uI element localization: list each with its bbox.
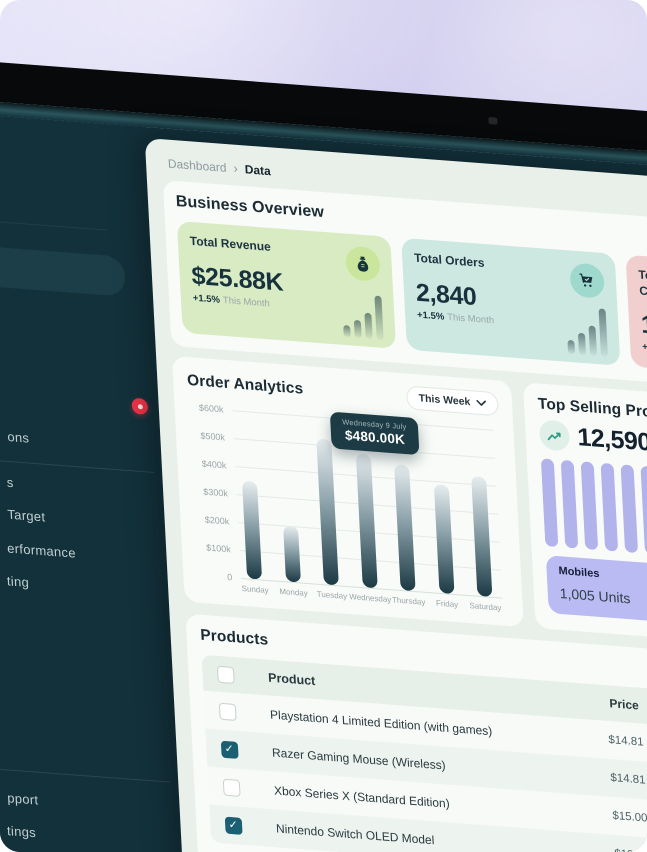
stat-delta: +1.5%This Month bbox=[642, 342, 647, 367]
notification-badge bbox=[131, 397, 149, 415]
product-price: $15.00 bbox=[612, 809, 647, 825]
product-price: $12.50 bbox=[537, 842, 647, 852]
purple-bar bbox=[600, 462, 619, 552]
sidebar-item[interactable]: s bbox=[6, 474, 14, 491]
decorative-mini-bars bbox=[566, 306, 608, 357]
y-axis-tick: $300k bbox=[203, 486, 229, 499]
chart-bar-thursday[interactable] bbox=[394, 464, 416, 592]
y-axis-tick: $500k bbox=[200, 430, 226, 443]
stat-card-total-orders: Total Orders 2,840 +1.5% This Month bbox=[401, 237, 621, 366]
product-price: $14.81 bbox=[610, 771, 646, 787]
sidebar-item[interactable]: tings bbox=[6, 823, 37, 841]
shopping-cart-icon bbox=[569, 262, 605, 299]
top-selling-stat: 12,590 +920 bbox=[538, 419, 647, 471]
products-card: Products ✓ Product Price ✓Playstation 4 … bbox=[185, 613, 647, 852]
category-units: 1,005 Units bbox=[559, 585, 631, 607]
x-axis-tick: Sunday bbox=[241, 584, 269, 596]
sidebar-item[interactable]: ons bbox=[6, 429, 30, 446]
mobiles-category-panel[interactable]: Mobiles 1,005 Units bbox=[545, 555, 647, 635]
chart-bar-saturday[interactable] bbox=[471, 475, 493, 597]
bar-chart: Wednesday 9 July $480.00K $600k $500k $400… bbox=[199, 403, 503, 613]
analytics-row: Order Analytics This Week Wednesday 9 Ju… bbox=[171, 355, 647, 653]
column-header-price: Price bbox=[609, 696, 640, 713]
row-checkbox[interactable]: ✓ bbox=[218, 702, 237, 721]
row-checkbox[interactable]: ✓ bbox=[220, 740, 239, 759]
chevron-down-icon bbox=[476, 399, 486, 406]
x-axis-tick: Tuesday bbox=[316, 589, 348, 601]
sidebar-divider bbox=[0, 456, 155, 473]
purple-bar bbox=[540, 458, 559, 548]
delta-percent: +1.5% bbox=[192, 292, 221, 306]
purple-bar bbox=[560, 459, 579, 549]
row-checkbox[interactable]: ✓ bbox=[222, 778, 241, 797]
sidebar-active-item-pill[interactable] bbox=[0, 244, 127, 297]
x-axis-tick: Wednesday bbox=[349, 592, 392, 605]
purple-bar bbox=[640, 465, 647, 555]
chart-bar-tuesday[interactable] bbox=[316, 438, 339, 586]
sidebar-item[interactable]: erformance bbox=[6, 540, 77, 561]
top-selling-card: Top Selling Products 12,590 +920 Mobiles… bbox=[522, 382, 647, 652]
select-all-checkbox[interactable]: ✓ bbox=[216, 665, 235, 684]
units-bars-graphic bbox=[540, 458, 647, 568]
purple-bar bbox=[580, 461, 599, 551]
breadcrumb-dashboard[interactable]: Dashboard bbox=[167, 156, 227, 175]
top-selling-value: 12,590 bbox=[576, 422, 647, 457]
sidebar-item[interactable]: pport bbox=[6, 790, 39, 808]
y-axis-tick: $200k bbox=[204, 514, 230, 527]
order-analytics-card: Order Analytics This Week Wednesday 9 Ju… bbox=[171, 355, 524, 628]
week-filter-label: This Week bbox=[418, 392, 471, 409]
row-checkbox[interactable]: ✓ bbox=[224, 816, 243, 835]
products-table: ✓ Product Price ✓Playstation 4 Limited E… bbox=[201, 654, 647, 852]
trending-up-icon bbox=[538, 419, 571, 452]
y-axis-tick: $600k bbox=[198, 402, 224, 415]
breadcrumb-current[interactable]: Data bbox=[244, 161, 272, 178]
y-axis-tick: 0 bbox=[226, 571, 233, 583]
y-axis-tick: $400k bbox=[201, 458, 227, 471]
delta-percent: +1.5% bbox=[416, 309, 445, 323]
x-axis-tick: Friday bbox=[435, 598, 459, 610]
sidebar-item[interactable]: ting bbox=[6, 573, 30, 590]
sidebar-divider bbox=[0, 766, 171, 783]
decorative-mini-bars bbox=[342, 293, 384, 340]
delta-note: This Month bbox=[222, 294, 271, 310]
chart-bar-monday[interactable] bbox=[282, 525, 301, 583]
stat-title: Total Revenue bbox=[189, 233, 272, 254]
business-overview-card: Business Overview Total Revenue $25.88K … bbox=[162, 180, 647, 398]
breadcrumb-separator: › bbox=[233, 160, 239, 176]
y-axis-tick: $100k bbox=[205, 542, 231, 555]
laptop-logo bbox=[488, 116, 498, 125]
product-price: $14.81 bbox=[608, 734, 644, 749]
purple-bar bbox=[620, 464, 639, 554]
week-filter-dropdown[interactable]: This Week bbox=[406, 385, 499, 417]
delta-percent: +1.5% bbox=[641, 341, 647, 355]
stat-card-row: Total Revenue $25.88K +1.5% This Month bbox=[176, 220, 647, 383]
sidebar-divider bbox=[0, 216, 107, 231]
stat-title: Total Customers bbox=[638, 267, 647, 302]
x-axis-tick: Saturday bbox=[469, 601, 502, 613]
chart-bar-friday[interactable] bbox=[433, 483, 454, 595]
dashboard-panel: Dashboard › Data Business Overview Total… bbox=[144, 137, 647, 852]
stat-card-total-customers: Total Customers 1,200 +1.5%This Month bbox=[625, 254, 647, 383]
delta-note: This Month bbox=[446, 311, 495, 327]
stat-card-total-revenue: Total Revenue $25.88K +1.5% This Month bbox=[176, 220, 397, 349]
laptop-tilted-group: ons s Target erformance ting pport tings… bbox=[0, 57, 647, 852]
chart-bar-wednesday[interactable] bbox=[355, 452, 378, 589]
money-bag-icon bbox=[344, 245, 381, 283]
laptop-screen: ons s Target erformance ting pport tings… bbox=[0, 110, 647, 852]
chart-tooltip: Wednesday 9 July $480.00K bbox=[329, 411, 420, 456]
sidebar-item[interactable]: Target bbox=[7, 506, 46, 525]
x-axis-tick: Monday bbox=[279, 586, 308, 598]
stat-title: Total Orders bbox=[413, 250, 485, 270]
order-analytics-title: Order Analytics bbox=[186, 371, 304, 398]
x-axis-tick: Thursday bbox=[391, 595, 426, 607]
